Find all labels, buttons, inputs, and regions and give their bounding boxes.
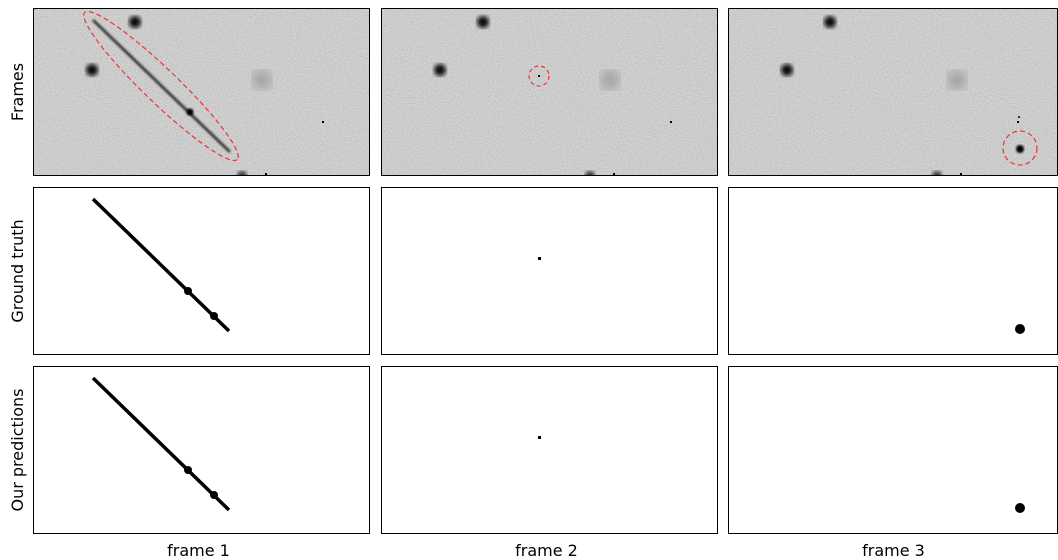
faint-star — [253, 71, 271, 89]
noise-background — [381, 8, 718, 176]
mask-dot — [538, 436, 541, 439]
star — [86, 64, 98, 76]
mask-blob — [184, 287, 192, 295]
mask-background — [33, 187, 370, 355]
hot-pixel — [1017, 121, 1019, 123]
mask-background — [728, 187, 1058, 355]
column-label: frame 3 — [862, 541, 925, 560]
mask-background — [728, 366, 1058, 534]
panel — [728, 187, 1058, 355]
hot-pixel — [322, 121, 324, 123]
mask-blob — [1015, 324, 1025, 334]
star — [129, 16, 141, 28]
hot-pixel — [613, 173, 615, 175]
figure: Frames Ground truth Our predictions frame 1… — [0, 0, 1058, 560]
noise-background — [728, 8, 1058, 176]
row-label: Frames — [8, 63, 27, 121]
mask-blob — [210, 312, 218, 320]
panel — [381, 366, 718, 534]
mask-dot — [538, 257, 541, 260]
column-label: frame 1 — [167, 541, 230, 560]
faint-star — [948, 71, 966, 89]
panel — [381, 187, 718, 355]
star — [824, 16, 836, 28]
panel — [33, 366, 370, 534]
panel — [728, 8, 1058, 181]
panel — [728, 366, 1058, 534]
mask-blob — [1015, 503, 1025, 513]
panel — [33, 0, 370, 181]
row-label: Ground truth — [8, 219, 27, 322]
object — [538, 75, 540, 77]
mask-background — [381, 366, 718, 534]
hot-pixel — [1018, 116, 1020, 118]
hot-pixel — [670, 121, 672, 123]
column-label: frame 2 — [515, 541, 578, 560]
mask-background — [381, 187, 718, 355]
panel — [381, 8, 718, 181]
panel — [33, 187, 370, 355]
noise-background — [33, 8, 370, 176]
mask-background — [33, 366, 370, 534]
faint-star — [601, 71, 619, 89]
star — [477, 16, 489, 28]
row-label: Our predictions — [8, 388, 27, 511]
star — [781, 64, 793, 76]
star — [434, 64, 446, 76]
hot-pixel — [265, 173, 267, 175]
object — [1016, 145, 1024, 153]
streak-core — [187, 109, 194, 116]
panel-grid — [33, 0, 1058, 534]
hot-pixel — [960, 173, 962, 175]
mask-blob — [210, 491, 218, 499]
mask-blob — [184, 466, 192, 474]
